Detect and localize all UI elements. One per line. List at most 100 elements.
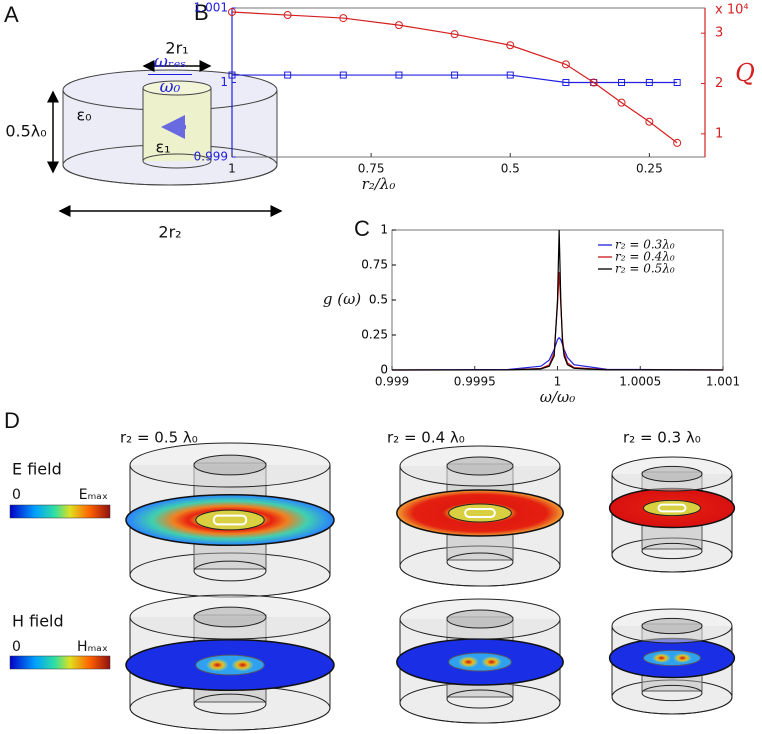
inner-bottom (142, 153, 212, 169)
field-core (657, 503, 687, 513)
y-axis-label: g (ω) (323, 290, 361, 308)
y2-tick-label: 3 (715, 26, 723, 41)
field-core (195, 654, 265, 676)
field-spot (206, 658, 229, 672)
marker (506, 41, 515, 50)
inner-bottom (193, 560, 267, 582)
y-tick-label: 1 (380, 223, 388, 237)
x-tick-label: 1 (554, 375, 562, 389)
marker (339, 71, 347, 79)
marker (339, 14, 348, 23)
field-core (448, 652, 512, 672)
x-axis-label: ω/ω₀ (540, 388, 576, 406)
y2-tick-label: 2 (715, 76, 723, 91)
inner-bottom (641, 542, 703, 560)
colorbar-min: 0 (12, 639, 21, 655)
cylinder (396, 445, 564, 587)
field-spot (481, 656, 502, 668)
marker (451, 71, 459, 79)
series-line (231, 11, 678, 144)
panel-a: A 2r₁ 0.5λ₀ ε₀ ε₁ 2r₂ (4, 2, 283, 242)
marker (450, 30, 459, 39)
colorbar-max: Hₘₐₓ (77, 639, 108, 655)
x-tick-label: 1 (228, 162, 236, 176)
field-spot (458, 656, 479, 668)
field-core (464, 508, 496, 518)
marker (589, 78, 598, 87)
y-axis-label: ω₀ (160, 77, 181, 97)
y-tick-label: 0.5 (369, 293, 388, 307)
series-line (232, 74, 678, 84)
x-axis-label: r₂/λ₀ (362, 175, 396, 193)
cylinder (608, 608, 736, 715)
permittivity-label: ε₀ (76, 106, 91, 125)
x-tick-label: 1.001 (706, 375, 740, 389)
y-tick-label: 0 (380, 363, 388, 377)
cylinder-bottom (399, 545, 561, 587)
column-label: r₂ = 0.4 λ₀ (387, 429, 465, 447)
cylinder (608, 456, 736, 573)
inner-top (446, 609, 514, 629)
inner-bottom (193, 693, 267, 715)
field-spot (652, 653, 671, 663)
dimension-label: 2r₁ (165, 39, 188, 58)
series-line (391, 336, 724, 371)
marker (506, 71, 514, 79)
x-tick-label: 0.75 (358, 162, 385, 176)
dimension-label: 2r₂ (158, 223, 181, 242)
y-tick-label: 1.001 (194, 1, 228, 15)
marker (617, 98, 626, 107)
row-label: E field (12, 460, 62, 479)
y-tick-label: 0.25 (361, 328, 388, 342)
panel-letter: B (194, 0, 209, 25)
field-core (643, 649, 701, 667)
marker (618, 79, 626, 86)
marker (673, 138, 682, 147)
row-label: H field (12, 612, 64, 631)
y2-multiplier: x 10⁴ (715, 3, 749, 18)
marker (228, 8, 236, 17)
inner-bottom (641, 684, 703, 702)
marker (395, 71, 403, 79)
y-tick-label: 1 (220, 75, 228, 89)
marker (284, 71, 292, 79)
dimension-label: 0.5λ₀ (5, 122, 46, 141)
legend-label: r₂ = 0.4λ₀ (615, 250, 675, 264)
field-core (448, 503, 512, 523)
y2-axis-label: Q (735, 59, 755, 87)
x-tick-label: 0.25 (636, 162, 663, 176)
marker (645, 79, 653, 86)
column-label: r₂ = 0.3 λ₀ (623, 429, 701, 447)
cylinder (396, 598, 564, 724)
y2-tick-label: 1 (715, 126, 723, 141)
legend-label: r₂ = 0.3λ₀ (615, 238, 675, 252)
inner-bottom (446, 552, 514, 572)
cylinder-bottom (611, 679, 733, 715)
marker (562, 79, 570, 86)
x-tick-label: 1.0005 (619, 375, 661, 389)
marker (283, 11, 292, 20)
inner-top (193, 606, 267, 628)
cylinder (125, 442, 335, 598)
inner-bottom (446, 689, 514, 709)
inner-top (641, 617, 703, 635)
y-axis-label: ωᵣₑₛ (154, 52, 186, 72)
field-spot (231, 658, 254, 672)
marker (561, 60, 570, 69)
legend-label: r₂ = 0.5λ₀ (615, 262, 675, 276)
panel-letter: D (4, 408, 20, 433)
marker (228, 71, 236, 79)
y-tick-label: 0.75 (361, 258, 388, 272)
x-tick-label: 0.5 (501, 162, 520, 176)
x-tick-label: 0.999 (375, 375, 409, 389)
field-core (643, 499, 701, 517)
column-label: r₂ = 0.5 λ₀ (120, 429, 198, 447)
series-line (391, 229, 724, 371)
panel-letter: A (4, 2, 19, 27)
x-tick-label: 0.9995 (454, 375, 496, 389)
field-core (212, 514, 248, 526)
cylinder-bottom (611, 537, 733, 573)
marker (645, 117, 654, 126)
